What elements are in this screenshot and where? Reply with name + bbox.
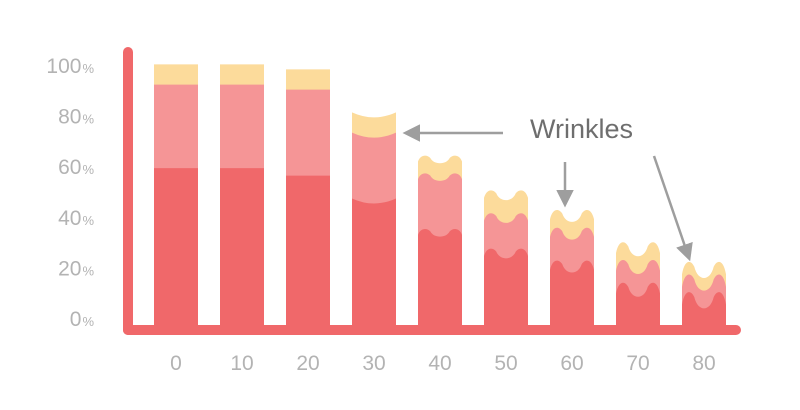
bar-30-layer-1	[352, 198, 396, 330]
arrow-to-80	[652, 155, 693, 262]
y-axis-ticks: 0%20%40%60%80%100%	[46, 55, 94, 331]
bar-50-layer-1	[484, 248, 528, 330]
x-tick-50: 50	[494, 352, 517, 375]
y-tick-0: 0%	[70, 308, 95, 331]
bar-60-layer-1	[550, 260, 594, 330]
annotation: Wrinkles	[402, 114, 693, 262]
y-tick-20-unit: %	[82, 263, 94, 278]
x-axis-ticks: 0 10 20 30 40 50 60 70 80	[170, 352, 716, 375]
x-tick-80: 80	[692, 352, 715, 375]
y-tick-80: 80%	[58, 106, 94, 129]
bar-70-layer-1	[616, 282, 660, 330]
bar-40-layer-1	[418, 229, 462, 330]
bars	[154, 64, 726, 331]
y-tick-20-value: 20	[58, 257, 81, 280]
y-tick-40-value: 40	[58, 207, 81, 230]
x-tick-60: 60	[560, 352, 583, 375]
y-tick-0-value: 0	[70, 308, 82, 331]
x-tick-70: 70	[626, 352, 649, 375]
y-tick-40-unit: %	[82, 213, 94, 228]
y-tick-20: 20%	[58, 257, 94, 280]
y-tick-60-value: 60	[58, 156, 81, 179]
y-tick-100-unit: %	[82, 61, 94, 76]
y-tick-80-value: 80	[58, 106, 81, 129]
y-tick-0-unit: %	[82, 314, 94, 329]
y-tick-100-value: 100	[46, 55, 81, 78]
bar-10-layer-1	[220, 168, 264, 330]
y-tick-80-unit: %	[82, 112, 94, 127]
x-tick-30: 30	[362, 352, 385, 375]
y-tick-60: 60%	[58, 156, 94, 179]
axes	[123, 47, 741, 335]
x-tick-20: 20	[296, 352, 319, 375]
annotation-label: Wrinkles	[530, 114, 633, 144]
bar-0-layer-1	[154, 168, 198, 330]
x-tick-10: 10	[230, 352, 253, 375]
y-tick-40: 40%	[58, 207, 94, 230]
bar-80-layer-1	[682, 292, 726, 330]
bar-20-layer-1	[286, 175, 330, 330]
x-tick-0: 0	[170, 352, 182, 375]
y-tick-100: 100%	[46, 55, 94, 78]
y-tick-60-unit: %	[82, 162, 94, 177]
x-tick-40: 40	[428, 352, 451, 375]
